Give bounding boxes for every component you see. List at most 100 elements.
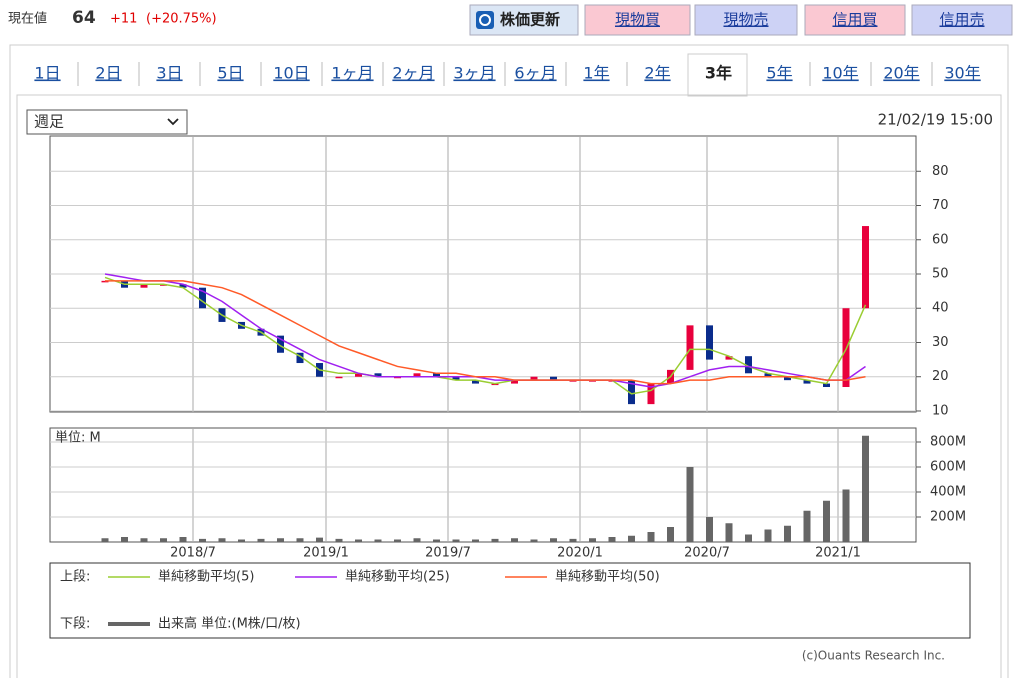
y-tick-label: 60 bbox=[932, 232, 949, 247]
legend bbox=[49, 562, 971, 639]
y-tick-label: 200M bbox=[930, 510, 966, 525]
volume-bar bbox=[667, 527, 674, 542]
tab[interactable]: 1ヶ月 bbox=[331, 64, 373, 83]
button[interactable] bbox=[694, 4, 798, 36]
candle bbox=[296, 352, 304, 364]
candle bbox=[823, 383, 830, 388]
timestamp: 21/02/19 15:00 bbox=[878, 111, 993, 129]
volume-bar bbox=[121, 537, 128, 542]
select[interactable] bbox=[26, 109, 188, 135]
change: +11 bbox=[110, 12, 137, 27]
refresh-icon-ring bbox=[479, 14, 491, 26]
price: 64 bbox=[72, 8, 96, 28]
legend-lower: 下段: bbox=[60, 617, 90, 632]
tab[interactable]: 10日 bbox=[273, 64, 309, 83]
volume-bar bbox=[647, 532, 655, 542]
tab[interactable]: 6ヶ月 bbox=[514, 64, 556, 83]
volume-bar bbox=[355, 539, 362, 542]
tab[interactable]: 2日 bbox=[95, 64, 121, 83]
y-tick-label: 80 bbox=[932, 164, 949, 179]
x-tick-label: 2019/7 bbox=[425, 546, 471, 561]
volume-bar bbox=[257, 538, 265, 542]
volume-bar bbox=[199, 538, 206, 542]
candle bbox=[745, 356, 752, 374]
volume-bar bbox=[394, 539, 401, 542]
candle bbox=[433, 373, 440, 377]
volume-bar bbox=[335, 538, 343, 542]
volume-bar bbox=[725, 523, 733, 542]
legend-upper: 上段: bbox=[60, 570, 90, 585]
candle bbox=[725, 356, 733, 360]
y-tick-label: 400M bbox=[930, 485, 966, 500]
volume-bar bbox=[160, 538, 167, 542]
candle bbox=[413, 373, 421, 377]
candle bbox=[179, 284, 187, 288]
candle bbox=[862, 226, 869, 309]
candle bbox=[452, 376, 460, 381]
select-arrow bbox=[167, 118, 179, 126]
volume-bar bbox=[823, 500, 830, 542]
candle bbox=[511, 380, 518, 384]
ma-line bbox=[104, 276, 867, 395]
button[interactable] bbox=[584, 4, 691, 36]
tab[interactable]: 5年 bbox=[766, 64, 792, 83]
volume-bar bbox=[101, 538, 109, 542]
volume-bar bbox=[745, 534, 752, 542]
ma-line bbox=[104, 273, 866, 388]
button[interactable] bbox=[804, 4, 906, 36]
tab[interactable]: 30年 bbox=[944, 64, 980, 83]
candle bbox=[706, 325, 713, 360]
x-tick-label: 2021/1 bbox=[815, 546, 861, 561]
legend-lower-item: 出来高 単位:(M株/口/枚) bbox=[158, 616, 301, 632]
tab[interactable]: 20年 bbox=[883, 64, 919, 83]
volume-bar bbox=[316, 537, 323, 542]
volume-bar bbox=[472, 539, 479, 542]
y-tick-label: 50 bbox=[932, 267, 949, 282]
volume-bar bbox=[764, 529, 772, 542]
tab[interactable]: 1日 bbox=[34, 64, 60, 83]
volume-bar bbox=[608, 537, 616, 542]
candle bbox=[140, 284, 148, 288]
button-label: 株価更新 bbox=[500, 11, 560, 29]
candle bbox=[199, 287, 206, 309]
volume-bar bbox=[550, 538, 557, 542]
select-text: 週足 bbox=[34, 113, 64, 131]
button-label: 信用買 bbox=[832, 11, 877, 29]
candle bbox=[355, 373, 362, 377]
tab[interactable]: 1年 bbox=[583, 64, 609, 83]
candle bbox=[686, 325, 694, 370]
tab[interactable]: 3日 bbox=[156, 64, 182, 83]
volume-bar bbox=[452, 539, 460, 542]
candle bbox=[628, 380, 635, 405]
candle bbox=[530, 376, 538, 381]
volume-bar bbox=[238, 539, 245, 542]
legend-label: 単純移動平均(50) bbox=[555, 569, 660, 585]
candle bbox=[647, 383, 655, 405]
refresh-icon bbox=[476, 11, 494, 29]
candle bbox=[764, 373, 772, 377]
y-tick-label: 800M bbox=[930, 435, 966, 450]
tab[interactable]: 3ヶ月 bbox=[453, 64, 495, 83]
volume-bar bbox=[218, 538, 226, 542]
volume-bar bbox=[140, 538, 148, 542]
legend-label: 単純移動平均(5) bbox=[158, 569, 254, 585]
tab: 3年 bbox=[705, 64, 732, 83]
volume-bar bbox=[413, 538, 421, 542]
candle bbox=[277, 335, 284, 353]
volume-bar bbox=[862, 435, 869, 542]
tab[interactable]: 2年 bbox=[644, 64, 670, 83]
tab[interactable]: 10年 bbox=[822, 64, 858, 83]
button[interactable] bbox=[911, 4, 1013, 36]
y-tick-label: 40 bbox=[932, 301, 949, 316]
tab[interactable]: 5日 bbox=[217, 64, 243, 83]
ma-line bbox=[105, 280, 866, 385]
tab-active[interactable] bbox=[687, 53, 748, 97]
candle bbox=[550, 376, 557, 381]
y-tick-label: 10 bbox=[932, 403, 949, 418]
x-tick-label: 2019/1 bbox=[303, 546, 349, 561]
tab[interactable]: 2ヶ月 bbox=[392, 64, 434, 83]
volume-bar bbox=[530, 539, 538, 542]
volume-plot bbox=[49, 427, 917, 543]
volume-bar bbox=[569, 538, 577, 542]
